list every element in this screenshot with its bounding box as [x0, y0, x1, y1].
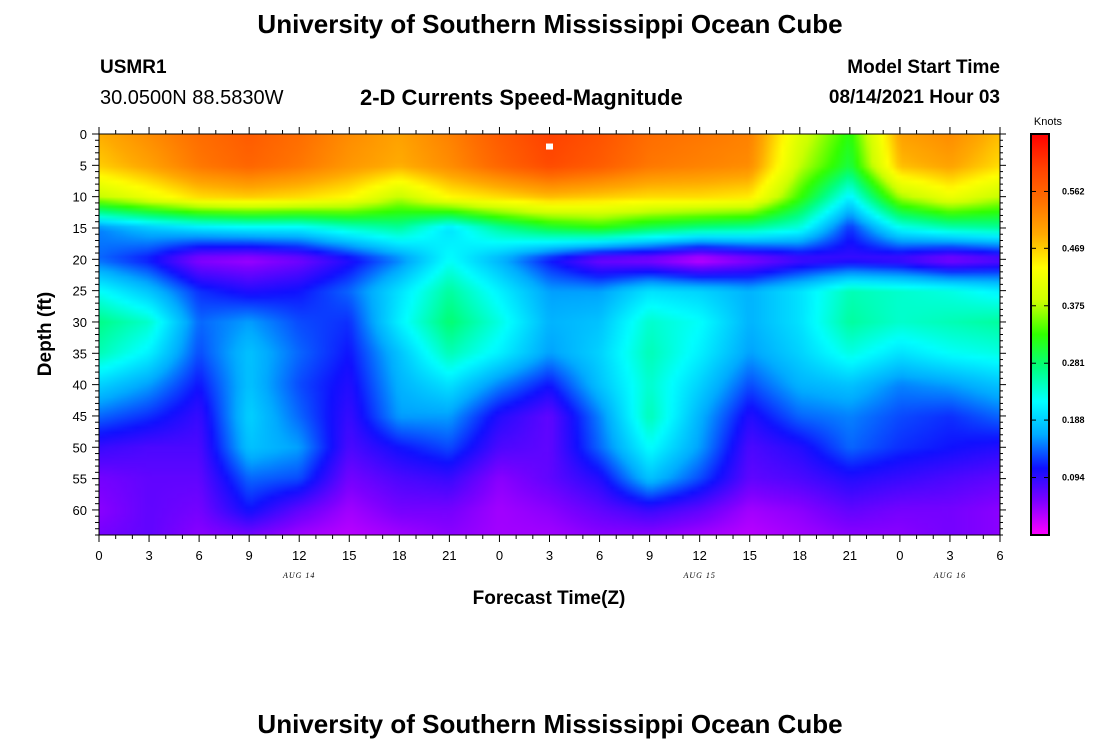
colorbar: Knots 0.562 0.469 0.375 0.281 0.188 0.094: [1030, 116, 1085, 536]
y-axis-ticks: [92, 133, 1006, 536]
y-tick-label: 55: [73, 472, 87, 487]
x-axis-title: Forecast Time(Z): [473, 588, 626, 609]
x-tick-label: 18: [392, 548, 406, 563]
date-label: AUG 15: [682, 571, 715, 580]
y-tick-label: 0: [80, 127, 87, 142]
heatmap-image: [99, 134, 1000, 535]
x-tick-label: 21: [843, 548, 857, 563]
date-labels: AUG 14 AUG 15 AUG 16: [282, 571, 966, 580]
x-tick-label: 0: [496, 548, 503, 563]
station-coordinates: 30.0500N 88.5830W: [100, 87, 284, 109]
product-title: 2-D Currents Speed-Magnitude: [360, 85, 683, 110]
colorbar-tick-label: 0.188: [1062, 415, 1085, 425]
x-tick-label: 3: [946, 548, 953, 563]
x-tick-label: 0: [95, 548, 102, 563]
y-tick-label: 30: [73, 315, 87, 330]
y-tick-label: 20: [73, 252, 87, 267]
x-tick-label: 15: [342, 548, 356, 563]
chart-title: University of Southern Mississippi Ocean…: [257, 9, 843, 39]
x-tick-label: 12: [292, 548, 306, 563]
y-tick-label: 60: [73, 503, 87, 518]
x-tick-label: 0: [896, 548, 903, 563]
y-tick-label: 5: [80, 158, 87, 173]
colorbar-tick-label: 0.094: [1062, 473, 1085, 483]
heatmap-layer: [99, 134, 1000, 535]
date-label: AUG 16: [933, 571, 966, 580]
date-label: AUG 14: [282, 571, 315, 580]
colorbar-tick-label: 0.562: [1062, 186, 1085, 196]
colorbar-unit: Knots: [1034, 116, 1063, 128]
x-tick-label: 9: [246, 548, 253, 563]
x-tick-label: 6: [596, 548, 603, 563]
y-tick-label: 15: [73, 221, 87, 236]
x-tick-label: 18: [793, 548, 807, 563]
y-tick-label: 50: [73, 440, 87, 455]
model-start-marker: [546, 143, 553, 150]
y-tick-label: 40: [73, 378, 87, 393]
model-start-value: 08/14/2021 Hour 03: [828, 87, 1000, 108]
x-tick-label: 6: [996, 548, 1003, 563]
y-tick-label: 10: [73, 190, 87, 205]
colorbar-tick-label: 0.469: [1062, 243, 1085, 253]
x-tick-labels: 0 3 6 9 12 15 18 21 0 3 6 9 12 15 18 21 0 3 6: [95, 548, 1003, 563]
y-tick-label: 45: [73, 409, 87, 424]
model-start-label: Model Start Time: [847, 57, 1000, 78]
x-tick-label: 21: [442, 548, 456, 563]
x-tick-label: 9: [646, 548, 653, 563]
colorbar-ticks: 0.562 0.469 0.375 0.281 0.188 0.094: [1031, 186, 1085, 483]
footer-title: University of Southern Mississippi Ocean…: [257, 709, 843, 739]
y-tick-labels: 0 5 10 15 20 25 30 35 40 45 50 55 60: [73, 127, 87, 518]
colorbar-tick-label: 0.375: [1062, 301, 1085, 311]
x-minor-ticks: [115, 130, 984, 539]
x-tick-label: 6: [195, 548, 202, 563]
x-tick-label: 15: [742, 548, 756, 563]
y-tick-label: 35: [73, 346, 87, 361]
x-tick-label: 12: [692, 548, 706, 563]
y-axis-title: Depth (ft): [35, 292, 56, 376]
x-tick-label: 3: [546, 548, 553, 563]
x-tick-label: 3: [145, 548, 152, 563]
x-axis-ticks: [98, 127, 1001, 542]
colorbar-scale: [1030, 133, 1050, 536]
y-tick-label: 25: [73, 284, 87, 299]
station-id: USMR1: [100, 57, 167, 78]
colorbar-tick-label: 0.281: [1062, 358, 1085, 368]
